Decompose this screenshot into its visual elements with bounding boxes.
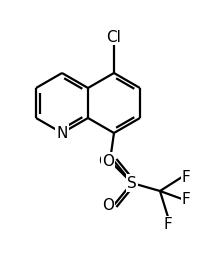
Text: S: S	[127, 175, 137, 190]
Text: O: O	[102, 198, 114, 213]
Text: F: F	[164, 217, 172, 232]
Text: N: N	[56, 125, 68, 141]
Text: Cl: Cl	[106, 30, 121, 45]
Text: O: O	[102, 154, 114, 168]
Text: F: F	[182, 191, 191, 206]
Text: O: O	[98, 154, 110, 168]
Text: F: F	[182, 170, 191, 184]
